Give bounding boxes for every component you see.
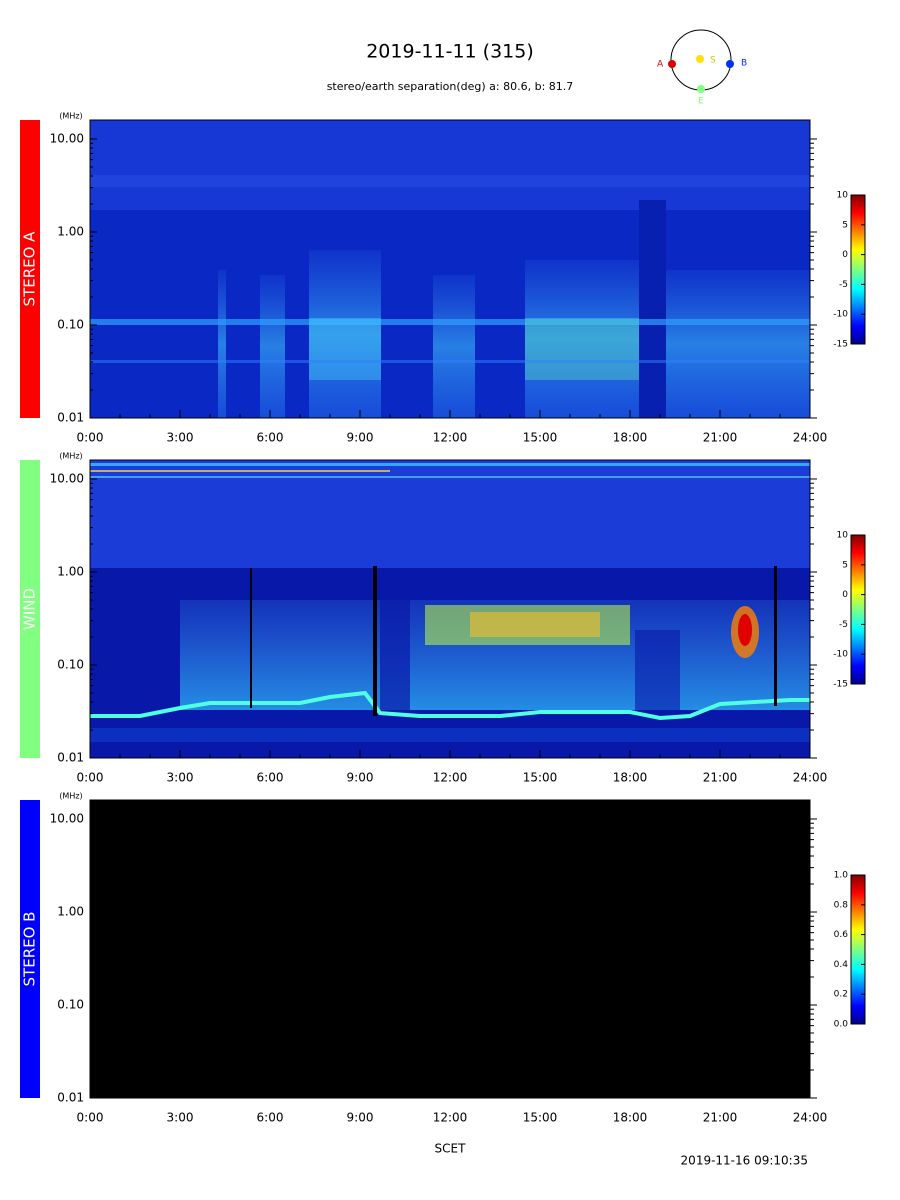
- y-tick-label: 1.00: [57, 564, 84, 578]
- orbit-label: S: [710, 56, 716, 66]
- orbit-b: [726, 60, 734, 68]
- y-tick-label: 10.00: [50, 811, 84, 825]
- colorbar-tick-label: -15: [833, 680, 848, 690]
- panel-label-bar: [20, 800, 40, 1098]
- x-tick-label: 6:00: [257, 1111, 284, 1125]
- spectrogram-image: [90, 460, 810, 758]
- colorbar-tick-label: 0.8: [834, 900, 849, 910]
- x-tick-label: 0:00: [77, 771, 104, 785]
- y-unit: (MHz): [59, 452, 82, 461]
- y-tick-label: 0.10: [57, 317, 84, 331]
- colorbar-tick-label: 5: [842, 220, 848, 230]
- x-tick-label: 3:00: [167, 1111, 194, 1125]
- spectrogram-image: [90, 800, 810, 1098]
- orbit-e: [697, 85, 705, 93]
- colorbar: [850, 194, 866, 345]
- x-tick-label: 6:00: [257, 771, 284, 785]
- x-tick-label: 12:00: [433, 431, 468, 445]
- orbit-label: E: [698, 97, 704, 107]
- colorbar-tick-label: 0: [842, 590, 848, 600]
- orbit-s: [696, 55, 704, 63]
- y-tick-label: 0.10: [57, 997, 84, 1011]
- x-tick-label: 9:00: [347, 771, 374, 785]
- orbit-a: [668, 60, 676, 68]
- x-tick-label: 0:00: [77, 431, 104, 445]
- y-tick-label: 0.01: [57, 751, 84, 765]
- panel-label: STEREO B: [21, 912, 39, 987]
- x-tick-label: 9:00: [347, 431, 374, 445]
- y-tick-label: 1.00: [57, 224, 84, 238]
- y-tick-label: 0.10: [57, 657, 84, 671]
- y-unit: (MHz): [59, 112, 82, 121]
- spectrogram-image: [90, 120, 810, 418]
- x-tick-label: 6:00: [257, 431, 284, 445]
- y-unit: (MHz): [59, 792, 82, 801]
- orbit-label: B: [741, 59, 747, 69]
- colorbar-tick-label: 5: [842, 560, 848, 570]
- panel-label-bar: [20, 120, 40, 418]
- x-tick-label: 15:00: [523, 431, 558, 445]
- x-tick-label: 12:00: [433, 1111, 468, 1125]
- colorbar-tick-label: 0.4: [834, 960, 849, 970]
- y-tick-label: 10.00: [50, 471, 84, 485]
- panel-label: STEREO A: [21, 231, 39, 307]
- y-tick-label: 0.01: [57, 1091, 84, 1105]
- colorbar-tick-label: 0: [842, 250, 848, 260]
- colorbar-tick-label: 10: [837, 191, 849, 201]
- panel-label: WIND: [21, 588, 39, 630]
- colorbar-tick-label: -10: [833, 310, 848, 320]
- orbit-label: A: [657, 60, 664, 70]
- colorbar-tick-label: 1.0: [834, 871, 849, 881]
- x-tick-label: 15:00: [523, 771, 558, 785]
- title: 2019-11-11 (315): [366, 41, 534, 63]
- colorbar-tick-label: -5: [839, 620, 848, 630]
- x-tick-label: 24:00: [793, 1111, 828, 1125]
- x-tick-label: 24:00: [793, 431, 828, 445]
- x-tick-label: 12:00: [433, 771, 468, 785]
- colorbar-tick-label: 0.6: [834, 930, 849, 940]
- x-tick-label: 21:00: [703, 771, 738, 785]
- timestamp: 2019-11-16 09:10:35: [681, 1154, 808, 1168]
- panel-label-bar: [20, 460, 40, 758]
- colorbar: [850, 874, 866, 1025]
- x-tick-label: 15:00: [523, 1111, 558, 1125]
- y-tick-label: 1.00: [57, 904, 84, 918]
- colorbar-tick-label: -15: [833, 340, 848, 350]
- x-tick-label: 3:00: [167, 771, 194, 785]
- colorbar-tick-label: 0.0: [834, 1020, 849, 1030]
- x-tick-label: 18:00: [613, 1111, 648, 1125]
- x-tick-label: 18:00: [613, 431, 648, 445]
- y-tick-label: 10.00: [50, 131, 84, 145]
- x-tick-label: 24:00: [793, 771, 828, 785]
- x-tick-label: 18:00: [613, 771, 648, 785]
- x-tick-label: 3:00: [167, 431, 194, 445]
- x-tick-label: 21:00: [703, 1111, 738, 1125]
- colorbar-tick-label: -5: [839, 280, 848, 290]
- colorbar-tick-label: 10: [837, 531, 849, 541]
- colorbar: [850, 534, 866, 685]
- x-tick-label: 21:00: [703, 431, 738, 445]
- colorbar-tick-label: -10: [833, 650, 848, 660]
- subtitle: stereo/earth separation(deg) a: 80.6, b:…: [327, 80, 574, 93]
- x-tick-label: 0:00: [77, 1111, 104, 1125]
- y-tick-label: 0.01: [57, 411, 84, 425]
- x-axis-label: SCET: [435, 1142, 467, 1156]
- x-tick-label: 9:00: [347, 1111, 374, 1125]
- colorbar-tick-label: 0.2: [834, 990, 848, 1000]
